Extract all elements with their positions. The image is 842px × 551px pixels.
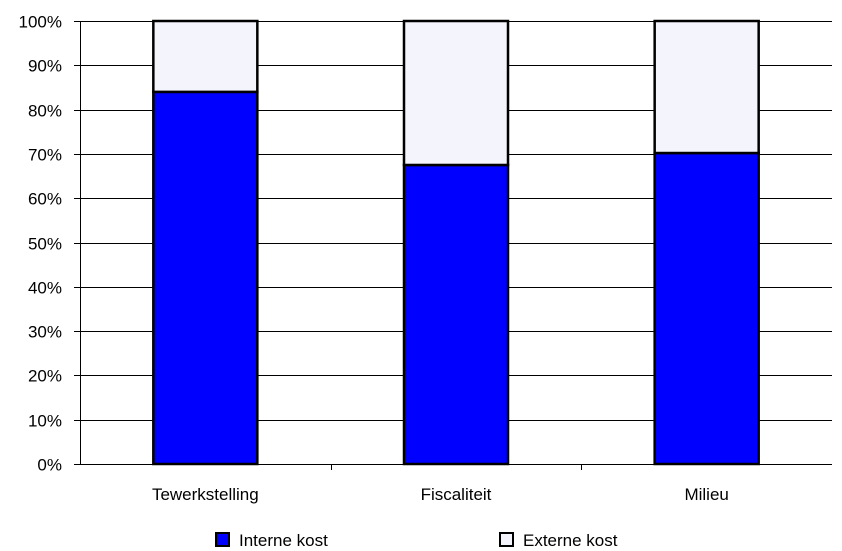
bar-externe-1 [402, 19, 510, 167]
bar-externe-2 [653, 19, 760, 155]
x-axis-labels: Tewerkstelling Fiscaliteit Milieu [152, 485, 729, 504]
bar-interne-1 [402, 163, 510, 466]
legend-swatch [215, 532, 230, 547]
y-axis-ticks: 0% 10% 20% 30% 40% 50% 60% 70% 80% 90% 100% [19, 13, 80, 475]
y-tick-label: 70% [28, 146, 62, 165]
y-tick-label: 50% [28, 235, 62, 254]
y-tick-label: 30% [28, 323, 62, 342]
y-tick-label: 40% [28, 279, 62, 298]
x-tick-label: Milieu [684, 485, 728, 504]
bar-interne-2 [653, 151, 760, 466]
bar-interne-0 [152, 90, 259, 466]
y-tick-label: 90% [28, 57, 62, 76]
y-tick-label: 100% [19, 13, 62, 32]
y-tick-label: 0% [37, 456, 62, 475]
legend-swatch [499, 532, 514, 547]
axes [80, 21, 832, 470]
y-tick-label: 80% [28, 102, 62, 121]
y-tick-label: 10% [28, 412, 62, 431]
y-tick-label: 60% [28, 190, 62, 209]
y-tick-label: 20% [28, 367, 62, 386]
legend-label: Externe kost [523, 531, 618, 550]
legend-label: Interne kost [239, 531, 328, 550]
legend: Interne kost Externe kost [215, 531, 618, 550]
bars [152, 19, 760, 466]
x-tick-label: Fiscaliteit [421, 485, 492, 504]
bar-externe-0 [152, 19, 259, 94]
x-tick-label: Tewerkstelling [152, 485, 259, 504]
